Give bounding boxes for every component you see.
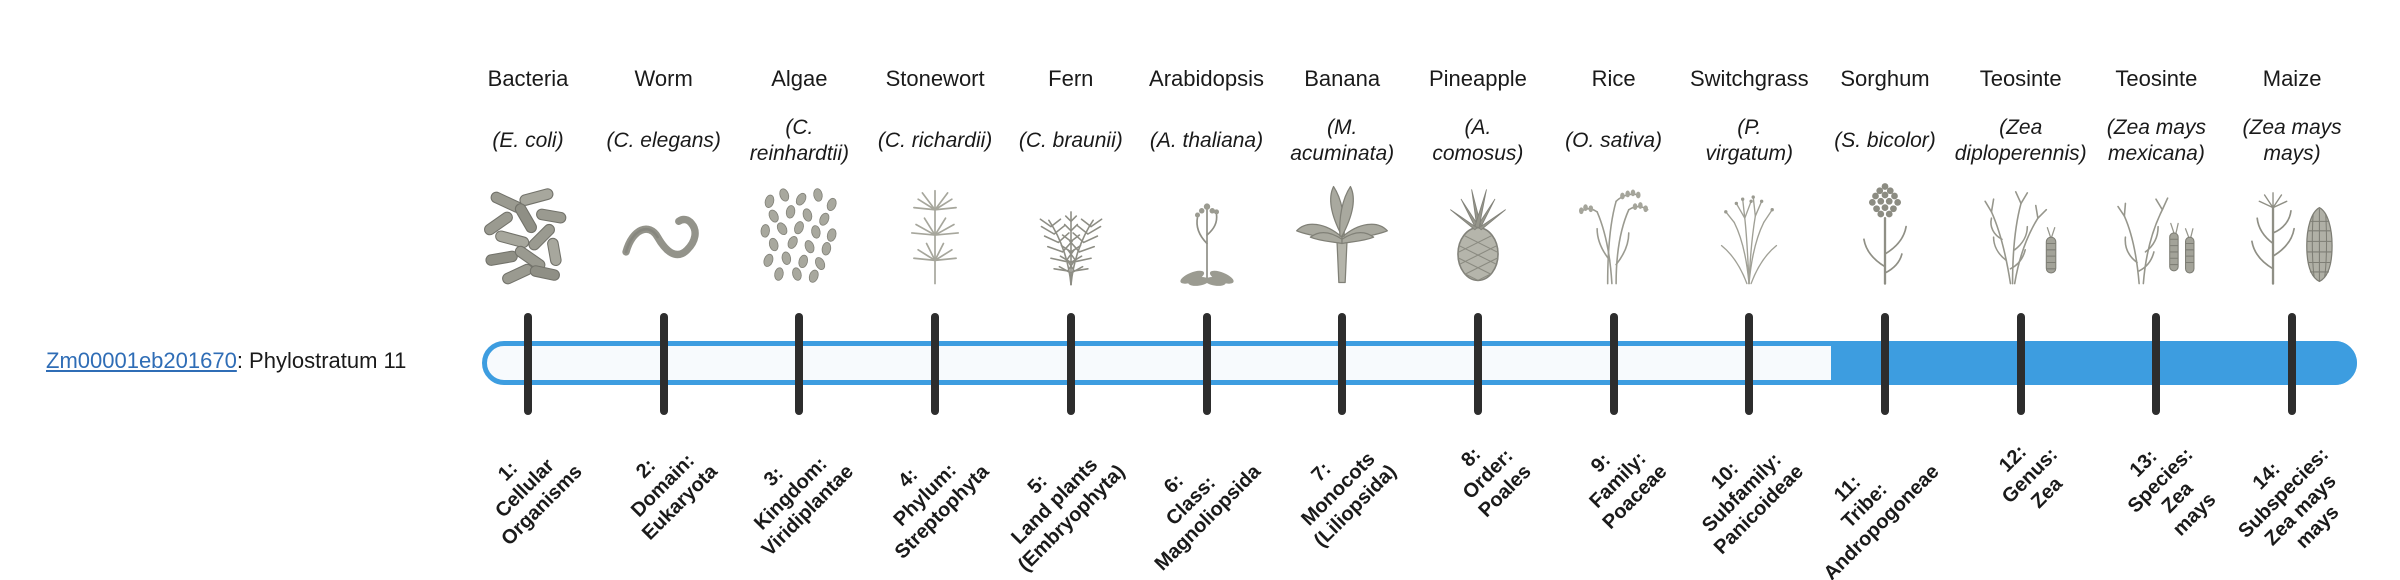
gene-phylostratum-text: : Phylostratum 11 (236, 348, 407, 373)
organism-common-name: Sorghum (1840, 66, 1930, 91)
organism-scientific-name: (M. acuminata) (1290, 115, 1395, 165)
maize-icon (2222, 176, 2362, 292)
stratum-tick (2152, 313, 2161, 415)
stratum-axis-label: 10: Subfamily: Panicoideae (1697, 448, 1808, 559)
stratum-column: Arabidopsis (A. thaliana) 6: Class: Magn… (1117, 0, 1297, 580)
organism-scientific-name: (E. coli) (492, 128, 564, 152)
stratum-tick (1745, 313, 1754, 415)
stratum-tick (1881, 313, 1889, 415)
organism-scientific-name: (C. braunii) (1018, 128, 1123, 152)
stratum-column: Worm (C. elegans) 2: Domain: Eukaryota (574, 0, 754, 580)
stratum-column: Teosinte (Zea mays mexicana) 13: Species… (2066, 0, 2246, 580)
stratum-column: Teosinte (Zea diploperennis) 12: Genus: … (1931, 0, 2111, 580)
organism-scientific-name: (S. bicolor) (1834, 128, 1936, 152)
stratum-column: Maize (Zea mays mays) 14: Subspecies: Ze… (2202, 0, 2382, 580)
stratum-column: Stonewort (C. richardii) 4: Phylum: Stre… (845, 0, 1025, 580)
organism-scientific-name: (O. sativa) (1565, 128, 1663, 152)
organism-scientific-name: (Zea mays mexicana) (2106, 115, 2206, 165)
organism-common-name: Switchgrass (1690, 66, 1809, 91)
stratum-axis-label: 7: Monocots (Liliopsida) (1296, 448, 1401, 552)
stratum-column: Sorghum (S. bicolor) 11: Tribe: Andropog… (1795, 0, 1975, 580)
organism-common-name: Fern (1048, 66, 1094, 91)
organism-common-name: Worm (634, 66, 693, 91)
stratum-tick (1066, 313, 1075, 415)
organism-scientific-name: (Zea diploperennis) (1954, 115, 2087, 165)
organism-common-name: Bacteria (487, 66, 569, 91)
organism-scientific-name: (C. elegans) (606, 128, 721, 152)
organism-scientific-name: (C. richardii) (877, 128, 993, 152)
organism-scientific-name: (A. comosus) (1432, 115, 1524, 165)
organism-common-name: Teosinte (2115, 66, 2198, 91)
stratum-tick (1609, 313, 1618, 415)
organism-common-name: Maize (2262, 66, 2322, 91)
organism-scientific-name: (C. reinhardtii) (749, 115, 849, 165)
stratum-column: Banana (M. acuminata) 7: Monocots (Lilio… (1252, 0, 1432, 580)
organism-common-name: Pineapple (1428, 66, 1527, 91)
stratum-column: Switchgrass (P. virgatum) 10: Subfamily:… (1659, 0, 1839, 580)
stratum-axis-label: 8: Order: Poales (1457, 443, 1537, 522)
stratum-tick (1202, 313, 1211, 415)
stratum-axis-label: 12: Genus: Zea (1994, 440, 2067, 513)
stratum-axis-label: 14: Subspecies: Zea mays mays (2234, 443, 2344, 553)
stratum-column: Pineapple (A. comosus) 8: Order: Poales (1388, 0, 1568, 580)
stratum-tick (524, 313, 532, 415)
stratum-column: Fern (C. braunii) 5: Land plants (Embryo… (981, 0, 1161, 580)
organism-common-name: Rice (1591, 66, 1636, 91)
organism-scientific-name: (P. virgatum) (1705, 115, 1794, 165)
stratum-tick (1473, 313, 1482, 415)
stratum-axis-label: 2: Domain: Eukaryota (626, 449, 722, 545)
stratum-tick (1338, 313, 1347, 415)
stratum-axis-label: 1: Cellular Organisms (490, 454, 587, 551)
stratum-tick (795, 313, 804, 415)
stratum-column: Algae (C. reinhardtii) 3: Kingdom: Virid… (709, 0, 889, 580)
organism-scientific-name: (Zea mays mays) (2242, 115, 2342, 165)
stratum-axis-label: 3: Kingdom: Viridiplantae (749, 453, 858, 561)
stratum-tick (2016, 313, 2025, 415)
stratum-column: Bacteria (E. coli) 1: Cellular Organisms (438, 0, 618, 580)
stratum-axis-label: 5: Land plants (Embryophyta) (1006, 453, 1130, 576)
gene-label: Zm00001eb201670: Phylostratum 11 (46, 348, 406, 374)
organism-common-name: Stonewort (885, 66, 985, 91)
stratum-axis-label: 9: Family: Poaceae (1585, 447, 1672, 534)
stratum-axis-label: 4: Phylum: Streptophyta (889, 459, 994, 564)
organism-common-name: Banana (1304, 66, 1381, 91)
stratum-axis-label: 11: Tribe: Andropogoneae (1819, 460, 1944, 580)
stratum-column: Rice (O. sativa) 9: Family: Poaceae (1524, 0, 1704, 580)
stratum-tick (2288, 313, 2297, 415)
stratum-axis-label: 6: Class: Magnoliopsida (1150, 460, 1265, 576)
organism-scientific-name: (A. thaliana) (1149, 128, 1264, 152)
organism-common-name: Arabidopsis (1149, 66, 1264, 91)
organism-common-name: Teosinte (1979, 66, 2062, 91)
organism-common-name: Algae (771, 66, 828, 91)
stratum-tick (931, 313, 940, 415)
stratum-tick (659, 313, 668, 415)
phylostratum-bar-fill (1831, 341, 2357, 385)
gene-id-link[interactable]: Zm00001eb201670 (46, 348, 237, 373)
